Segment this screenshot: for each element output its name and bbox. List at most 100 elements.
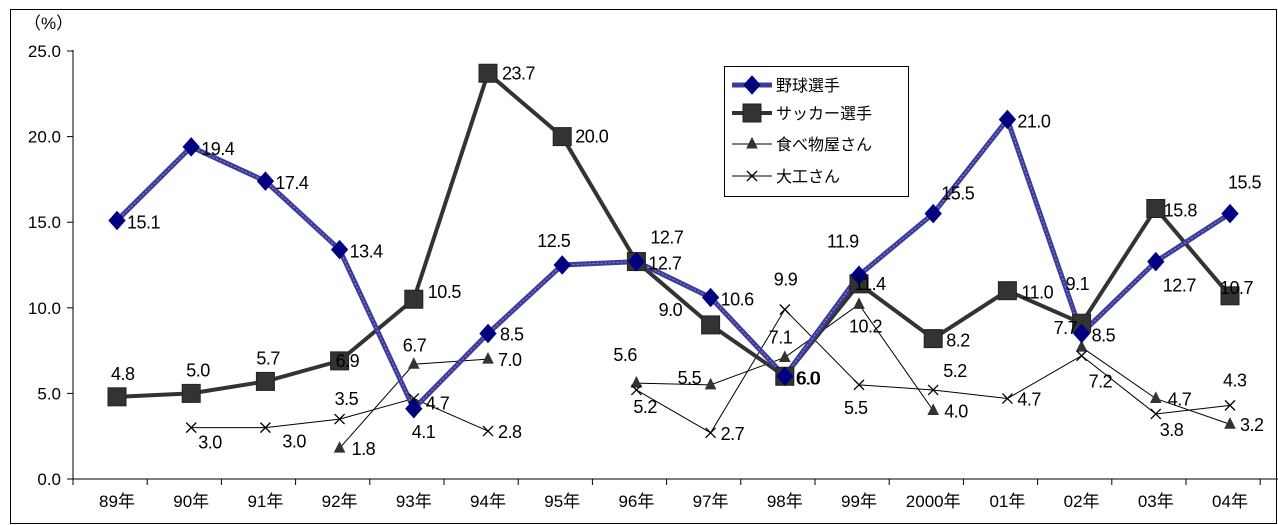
data-point	[630, 376, 643, 388]
data-point	[404, 289, 424, 309]
data-point	[1224, 417, 1236, 429]
x-marker-stroke	[1224, 399, 1236, 411]
data-label: 12.5	[537, 231, 571, 251]
data-label: 12.7	[648, 254, 682, 274]
data-point	[701, 315, 721, 335]
legend-item: 大工さん	[732, 168, 840, 186]
data-label: 5.5	[844, 398, 868, 418]
x-marker-stroke	[334, 413, 346, 425]
x-tick-label: 99年	[841, 492, 877, 511]
data-point	[552, 127, 572, 147]
data-label: 7.7	[1054, 318, 1078, 338]
data-label: 9.0	[659, 300, 683, 320]
x-marker-stroke	[1001, 393, 1013, 404]
data-label: 3.2	[1240, 415, 1264, 435]
data-label: 12.7	[650, 228, 684, 248]
data-label: 10.2	[849, 316, 883, 336]
x-marker-stroke	[185, 422, 197, 434]
data-point	[182, 137, 200, 157]
data-point	[998, 109, 1017, 130]
x-tick-label: 93年	[396, 492, 432, 511]
data-point	[107, 387, 127, 407]
data-label: 9.1	[1066, 274, 1090, 294]
data-label: 19.4	[201, 139, 235, 159]
data-point	[705, 427, 717, 439]
x-tick-label: 2000年	[906, 492, 961, 511]
data-label: 13.4	[350, 242, 384, 262]
data-point	[482, 352, 494, 364]
x-marker-stroke	[630, 384, 642, 396]
data-point	[256, 171, 275, 191]
data-point	[1150, 408, 1162, 420]
data-point	[1146, 199, 1166, 219]
data-point	[927, 384, 939, 396]
y-tick-label: 25.0	[28, 42, 61, 61]
data-point	[553, 255, 571, 275]
data-label: 5.5	[678, 368, 702, 388]
data-point	[479, 323, 497, 344]
data-label: 4.7	[1168, 390, 1192, 410]
y-unit-label: （%）	[24, 14, 73, 33]
series-2	[116, 69, 1232, 399]
x-tick-label: 97年	[693, 492, 729, 511]
data-point	[334, 413, 346, 425]
data-point	[1221, 203, 1239, 224]
data-label: 6.0	[796, 368, 820, 388]
legend-swatch-marker	[746, 136, 758, 149]
x-marker-stroke	[853, 379, 865, 391]
data-point	[778, 350, 791, 362]
data-label: 10.7	[1220, 278, 1254, 298]
data-point	[927, 403, 940, 416]
data-point	[1220, 286, 1240, 306]
data-label: 11.9	[827, 231, 859, 251]
data-point	[1001, 393, 1013, 404]
y-tick-label: 0.0	[37, 470, 61, 489]
data-label: 15.8	[1164, 201, 1198, 221]
data-label: 4.7	[426, 394, 450, 414]
data-label: 5.0	[186, 360, 210, 380]
data-point	[850, 265, 868, 286]
data-label: 8.5	[500, 324, 524, 344]
x-tick-label: 91年	[247, 492, 283, 511]
series-line	[116, 69, 1232, 399]
x-tick-label: 92年	[322, 492, 358, 511]
x-tick-label: 02年	[1064, 492, 1100, 511]
data-point	[853, 297, 865, 309]
chart-frame	[10, 9, 1277, 524]
data-label: 12.7	[1163, 276, 1197, 296]
legend-swatch-marker	[743, 75, 761, 95]
data-label: 8.2	[946, 331, 970, 351]
data-label: 10.6	[721, 290, 755, 310]
data-label: 4.7	[1017, 390, 1041, 410]
legend-swatch-marker	[746, 170, 758, 182]
data-label: 15.5	[1228, 173, 1262, 193]
x-tick-label: 98年	[767, 492, 803, 511]
legend-label: サッカー選手	[776, 105, 872, 123]
y-tick-label: 5.0	[37, 384, 61, 403]
x-marker-stroke	[1150, 408, 1162, 420]
data-label: 3.0	[282, 432, 306, 452]
data-label: 2.7	[721, 424, 745, 444]
data-point	[255, 371, 275, 391]
series-1	[115, 114, 1232, 414]
data-label: 5.7	[256, 348, 280, 368]
legend-item: 野球選手	[732, 75, 840, 95]
data-point	[1076, 350, 1088, 362]
x-marker-stroke	[1076, 350, 1088, 362]
data-point	[627, 251, 646, 272]
x-tick-label: 04年	[1212, 492, 1248, 511]
data-point	[776, 366, 794, 387]
x-tick-label: 95年	[544, 492, 580, 511]
data-label: 1.8	[352, 439, 376, 459]
data-point	[408, 393, 420, 404]
data-label: 3.5	[335, 389, 359, 409]
data-label: 5.2	[943, 361, 967, 381]
data-label: 4.1	[412, 422, 436, 442]
data-point	[1224, 399, 1236, 411]
data-point	[1149, 391, 1162, 404]
data-label: 5.6	[613, 345, 637, 365]
data-label: 17.4	[275, 173, 309, 193]
x-tick-label: 03年	[1138, 492, 1174, 511]
